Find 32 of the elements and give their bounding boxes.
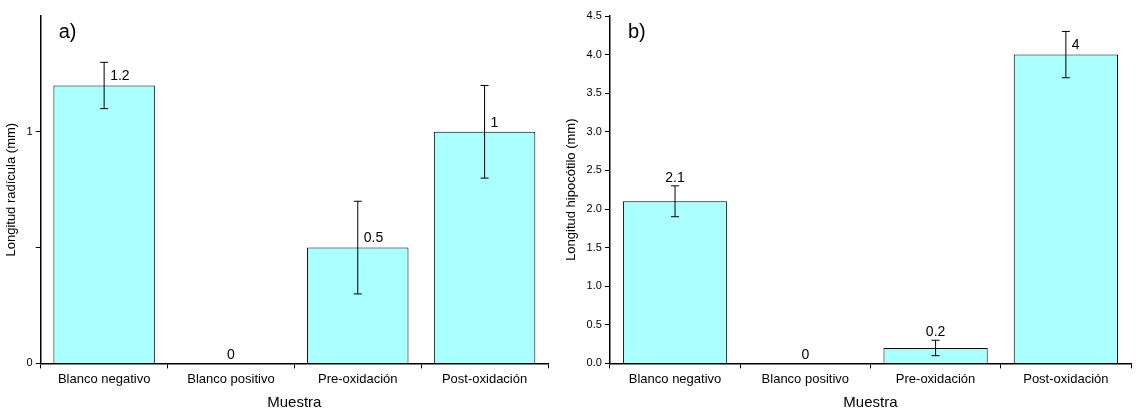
data-label: 4 xyxy=(1071,36,1080,53)
data-label: 1 xyxy=(490,113,499,130)
x-tick-label: Post-oxidación xyxy=(441,370,528,386)
x-tick-label: Blanco negativo xyxy=(57,370,151,386)
data-label: 1.2 xyxy=(110,67,130,84)
y-tick-label: 3.0 xyxy=(586,124,602,137)
x-axis-title: Muestra xyxy=(267,393,323,411)
x-tick-label: Blanco negativo xyxy=(628,370,722,386)
x-tick-label: Pre-oxidación xyxy=(895,370,976,386)
data-label: 0.5 xyxy=(363,229,384,246)
y-tick-label: 1.5 xyxy=(586,240,602,253)
y-tick-label: 2.5 xyxy=(586,163,602,176)
data-label: 0.2 xyxy=(925,323,946,340)
y-tick-label: 0.0 xyxy=(586,356,602,369)
data-label: 2.1 xyxy=(665,168,685,185)
x-tick-label: Blanco positivo xyxy=(187,370,275,386)
chart-title: b) xyxy=(627,19,646,42)
x-tick-label: Post-oxidación xyxy=(1023,370,1109,386)
x-tick-label: Blanco positivo xyxy=(761,370,850,386)
y-axis-title: Longitud radícula (mm) xyxy=(3,122,19,257)
data-label: 0 xyxy=(227,346,236,363)
chart-title: a) xyxy=(58,19,77,42)
x-tick-label: Pre-oxidación xyxy=(318,370,398,386)
y-axis-title: Longitud hipocótilo (mm) xyxy=(563,118,579,261)
y-tick-label: 0.5 xyxy=(586,317,602,330)
data-label: 0 xyxy=(801,346,810,363)
x-axis-title: Muestra xyxy=(843,393,899,411)
y-tick-label: 4.0 xyxy=(586,47,602,60)
y-tick-label: 3.5 xyxy=(586,86,602,99)
y-tick-label: 4.5 xyxy=(586,9,602,22)
y-tick-label: 2.0 xyxy=(586,202,602,215)
y-tick-label: 1.0 xyxy=(586,279,602,292)
